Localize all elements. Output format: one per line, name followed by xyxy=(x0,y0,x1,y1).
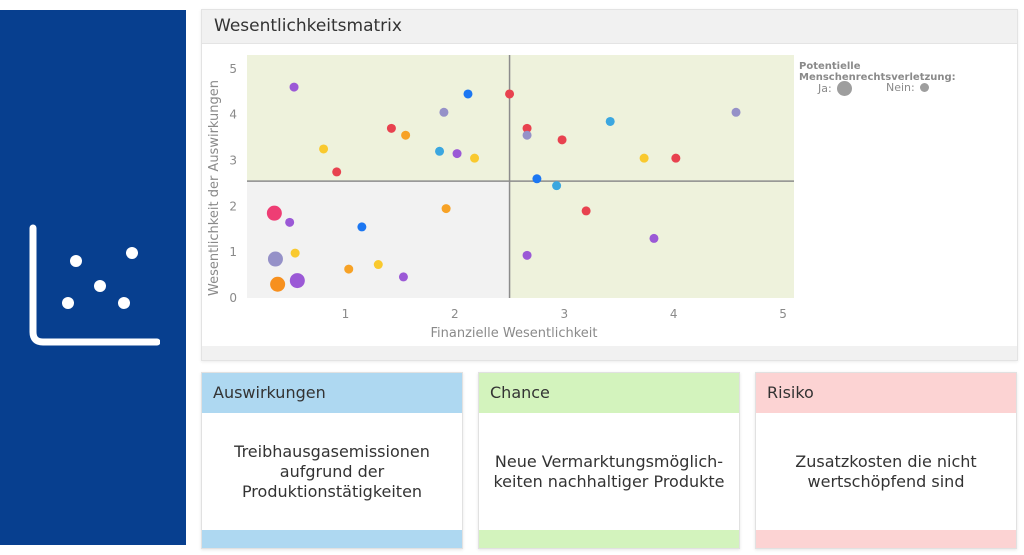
sidebar xyxy=(0,10,186,545)
legend-no-label: Nein: xyxy=(886,81,915,94)
x-tick-label: 5 xyxy=(779,307,787,321)
legend-small-dot xyxy=(919,83,929,92)
y-tick-label: 3 xyxy=(229,153,237,167)
data-point xyxy=(267,251,283,267)
legend-item-no: Nein: xyxy=(886,81,929,94)
data-point xyxy=(266,205,282,221)
y-tick-label: 1 xyxy=(229,245,237,259)
data-point xyxy=(522,250,532,260)
y-tick-label: 2 xyxy=(229,199,237,213)
card-risk-footer xyxy=(756,530,1016,548)
data-point xyxy=(289,82,299,92)
card-chance-title: Chance xyxy=(479,373,739,413)
data-point xyxy=(470,153,480,163)
data-point xyxy=(386,123,396,133)
card-impact-text: Treibhausgasemissionen aufgrund der Prod… xyxy=(234,441,430,501)
quadrant-top-left xyxy=(247,55,510,182)
data-point xyxy=(532,174,542,184)
data-point xyxy=(357,222,367,232)
data-point xyxy=(289,273,305,289)
data-point xyxy=(452,149,462,159)
y-tick-label: 5 xyxy=(229,62,237,76)
x-tick-label: 2 xyxy=(451,307,459,321)
data-point xyxy=(344,264,354,274)
data-point xyxy=(731,107,741,117)
x-tick-label: 1 xyxy=(342,307,350,321)
data-point xyxy=(557,135,567,145)
quadrant-top-right xyxy=(509,55,794,182)
materiality-matrix-chart: 1 2 3 4 5 0 1 2 3 4 5 Finanzielle Wesentlichkeit W… xyxy=(207,55,794,341)
x-tick-label: 4 xyxy=(670,307,678,321)
legend-big-dot xyxy=(836,81,852,96)
data-point xyxy=(463,89,473,99)
data-point xyxy=(285,217,295,227)
card-chance-text: Neue Vermarktungsmöglich-keiten nachhalt… xyxy=(493,451,725,491)
chart-panel-title: Wesentlichkeitsmatrix xyxy=(202,10,1017,44)
data-point xyxy=(270,276,286,292)
card-risk: Risiko Zusatzkosten die nicht wertschöpf… xyxy=(755,372,1017,549)
data-point xyxy=(441,204,451,214)
card-risk-text: Zusatzkosten die nicht wertschöpfend sin… xyxy=(795,451,977,491)
data-point xyxy=(373,260,383,270)
data-point xyxy=(290,248,300,258)
card-impact: Auswirkungen Treibhausgasemissionen aufg… xyxy=(201,372,463,549)
data-point xyxy=(522,123,532,133)
card-impact-footer xyxy=(202,530,462,548)
data-point xyxy=(319,144,329,154)
y-tick-label: 4 xyxy=(229,108,237,122)
data-point xyxy=(398,272,408,282)
chart-panel-footer xyxy=(202,346,1017,360)
legend-yes-label: Ja: xyxy=(818,82,832,95)
card-chance-footer xyxy=(479,530,739,548)
data-point xyxy=(605,116,615,126)
data-point xyxy=(439,107,449,117)
card-chance: Chance Neue Vermarktungsmöglich-keiten n… xyxy=(478,372,740,549)
data-point xyxy=(332,167,342,177)
data-point xyxy=(639,153,649,163)
data-point xyxy=(671,153,681,163)
y-axis-label: Wesentlichkeit der Auswirkungen xyxy=(207,80,222,296)
data-point xyxy=(435,146,445,156)
data-point xyxy=(505,89,515,99)
scatter-chart-icon xyxy=(29,224,160,346)
legend-item-yes: Ja: xyxy=(818,81,852,96)
x-tick-label: 3 xyxy=(560,307,568,321)
data-point xyxy=(522,130,532,140)
x-axis-label: Finanzielle Wesentlichkeit xyxy=(431,326,598,341)
card-impact-title: Auswirkungen xyxy=(202,373,462,413)
chart-panel: Wesentlichkeitsmatrix 1 2 3 4 5 0 1 2 3 4 5 Finanz… xyxy=(201,9,1018,361)
legend-title: Potentielle Menschenrechtsverletzung: xyxy=(799,61,956,83)
y-tick-label: 0 xyxy=(229,291,237,305)
quadrant-bottom-left xyxy=(247,181,510,298)
data-point xyxy=(401,130,411,140)
data-point xyxy=(581,206,591,216)
data-point xyxy=(552,181,562,191)
data-point xyxy=(649,233,659,243)
card-risk-title: Risiko xyxy=(756,373,1016,413)
